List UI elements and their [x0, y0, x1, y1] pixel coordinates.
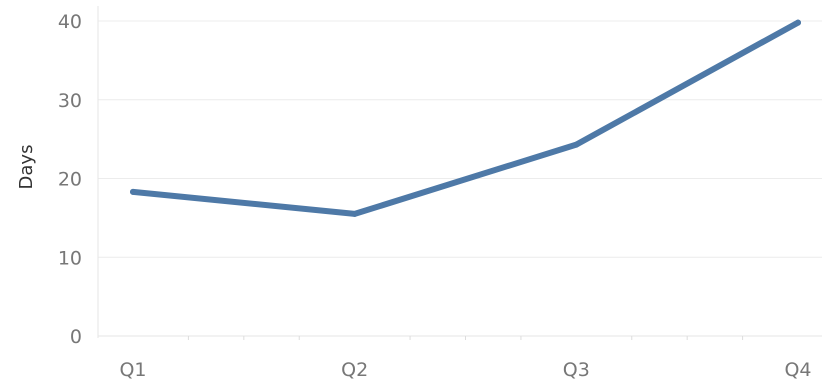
x-tick-label-q2: Q2 [341, 359, 368, 381]
y-tick-label-10: 10 [58, 247, 82, 269]
y-axis-ticks: 0 10 20 30 40 [58, 11, 82, 348]
x-tick-label-q1: Q1 [119, 359, 146, 381]
y-tick-label-0: 0 [70, 326, 82, 348]
x-tick-label-q3: Q3 [563, 359, 590, 381]
y-tick-label-30: 30 [58, 90, 82, 112]
y-tick-label-20: 20 [58, 169, 82, 191]
axes: Days [16, 6, 822, 338]
gridlines [98, 20, 822, 258]
y-tick-label-40: 40 [58, 11, 82, 33]
data-point-q3 [573, 141, 580, 148]
series-line-0 [130, 19, 801, 217]
series-lines [130, 19, 801, 217]
x-axis-ticks: Q1 Q2 Q3 Q4 [119, 336, 812, 381]
data-point-q2 [351, 210, 358, 217]
y-axis-title: Days [16, 145, 37, 190]
data-point-q1 [130, 188, 136, 195]
x-tick-label-q4: Q4 [784, 359, 811, 381]
data-point-q4 [795, 19, 801, 26]
